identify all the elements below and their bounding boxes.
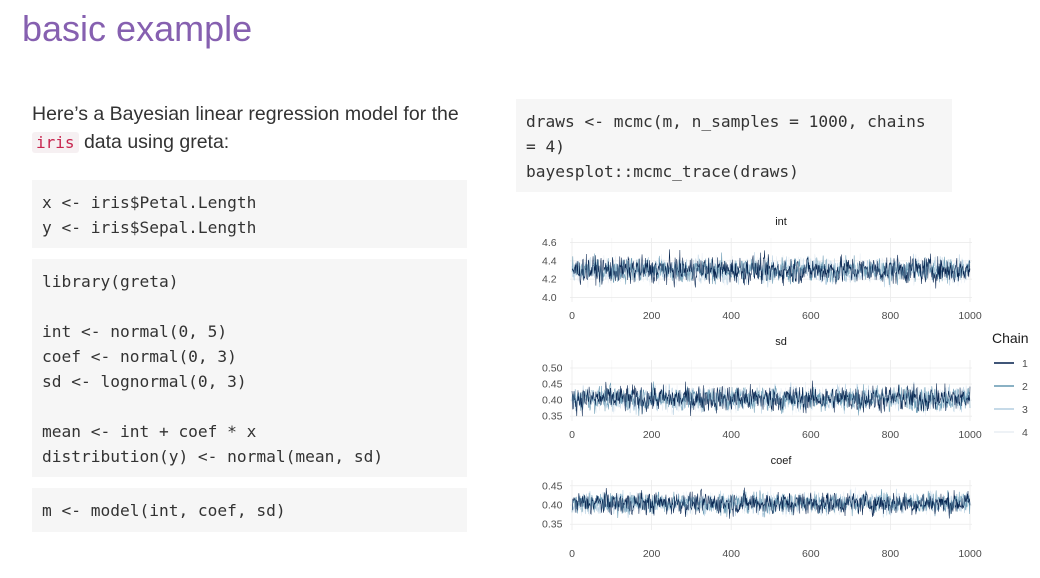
x-tick-label: 400 bbox=[722, 310, 740, 322]
code-line: bayesplot::mcmc_trace(draws) bbox=[526, 162, 799, 181]
trace-panel-int: int 4.0 4.2 4.4 4.6 0 200 400 600 800 1000 bbox=[542, 216, 982, 322]
code-line bbox=[42, 294, 457, 319]
x-tick-label: 1000 bbox=[958, 548, 982, 560]
slide-title: basic example bbox=[22, 8, 253, 49]
y-tick-label: 4.4 bbox=[542, 255, 557, 267]
trace-line-chain-2 bbox=[571, 252, 971, 288]
y-tick-label: 0.35 bbox=[542, 411, 563, 423]
y-tick-label: 4.6 bbox=[542, 237, 557, 249]
x-tick-label: 1000 bbox=[958, 429, 982, 441]
intro-paragraph: Here’s a Bayesian linear regression mode… bbox=[32, 100, 472, 157]
y-tick-label: 0.35 bbox=[542, 519, 563, 531]
trace-line-chain-1 bbox=[571, 487, 971, 519]
x-tick-label: 0 bbox=[569, 310, 575, 322]
code-block-data: x <- iris$Petal.Length y <- iris$Sepal.Le… bbox=[32, 180, 467, 248]
code-line: distribution(y) <- normal(mean, sd) bbox=[42, 447, 384, 466]
code-line: draws <- mcmc(m, n_samples = 1000, chain… bbox=[526, 112, 926, 131]
x-tick-label: 800 bbox=[882, 310, 900, 322]
x-tick-label: 600 bbox=[802, 548, 820, 560]
legend-label-chain-3: 3 bbox=[1022, 404, 1028, 416]
code-block-mcmc: draws <- mcmc(m, n_samples = 1000, chain… bbox=[516, 99, 952, 192]
trace-line-chain-1 bbox=[571, 249, 971, 289]
y-tick-label: 0.40 bbox=[542, 395, 563, 407]
x-tick-label: 600 bbox=[802, 310, 820, 322]
legend-title: Chain bbox=[992, 330, 1029, 346]
y-tick-label: 0.40 bbox=[542, 500, 563, 512]
trace-panel-coef: coef 0.35 0.40 0.45 0 200 400 600 800 1000 bbox=[542, 455, 982, 560]
code-line: library(greta) bbox=[42, 272, 179, 291]
panel-title-coef: coef bbox=[771, 455, 793, 467]
x-tick-label: 400 bbox=[722, 429, 740, 441]
code-line: x <- iris$Petal.Length bbox=[42, 193, 257, 212]
code-line: sd <- lognormal(0, 3) bbox=[42, 372, 247, 391]
x-tick-label: 200 bbox=[643, 548, 661, 560]
legend: Chain 1 2 3 4 bbox=[992, 330, 1029, 439]
y-tick-label: 0.45 bbox=[542, 480, 563, 492]
legend-label-chain-2: 2 bbox=[1022, 381, 1028, 393]
x-tick-label: 0 bbox=[569, 548, 575, 560]
code-line: int <- normal(0, 5) bbox=[42, 322, 228, 341]
trace-panel-sd: sd 0.35 0.40 0.45 0.50 0 200 400 600 800 1000 bbox=[542, 336, 982, 441]
legend-label-chain-1: 1 bbox=[1022, 358, 1028, 370]
intro-text-before: Here’s a Bayesian linear regression mode… bbox=[32, 103, 459, 125]
x-tick-label: 200 bbox=[643, 310, 661, 322]
code-block-model: library(greta) int <- normal(0, 5) coef <-… bbox=[32, 259, 467, 477]
code-block-compile: m <- model(int, coef, sd) bbox=[32, 488, 467, 532]
trace-line-chain-3 bbox=[571, 381, 971, 416]
code-line: m <- model(int, coef, sd) bbox=[42, 501, 286, 520]
code-line: y <- iris$Sepal.Length bbox=[42, 218, 257, 237]
x-tick-label: 200 bbox=[643, 429, 661, 441]
code-line: = 4) bbox=[526, 137, 565, 156]
intro-text-after: data using greta: bbox=[78, 131, 230, 153]
inline-code-iris: iris bbox=[32, 132, 79, 153]
x-tick-label: 1000 bbox=[958, 310, 982, 322]
x-tick-label: 400 bbox=[722, 548, 740, 560]
x-tick-label: 800 bbox=[882, 548, 900, 560]
y-tick-label: 4.0 bbox=[542, 292, 557, 304]
y-tick-label: 0.45 bbox=[542, 379, 563, 391]
y-tick-label: 4.2 bbox=[542, 274, 557, 286]
trace-line-chain-1 bbox=[571, 380, 971, 417]
code-line: coef <- normal(0, 3) bbox=[42, 347, 237, 366]
code-line bbox=[42, 394, 457, 419]
panel-title-sd: sd bbox=[775, 336, 787, 348]
x-tick-label: 600 bbox=[802, 429, 820, 441]
x-tick-label: 800 bbox=[882, 429, 900, 441]
code-line: mean <- int + coef * x bbox=[42, 422, 257, 441]
legend-label-chain-4: 4 bbox=[1022, 427, 1028, 439]
y-tick-label: 0.50 bbox=[542, 363, 563, 375]
x-tick-label: 0 bbox=[569, 429, 575, 441]
panel-title-int: int bbox=[775, 216, 787, 228]
